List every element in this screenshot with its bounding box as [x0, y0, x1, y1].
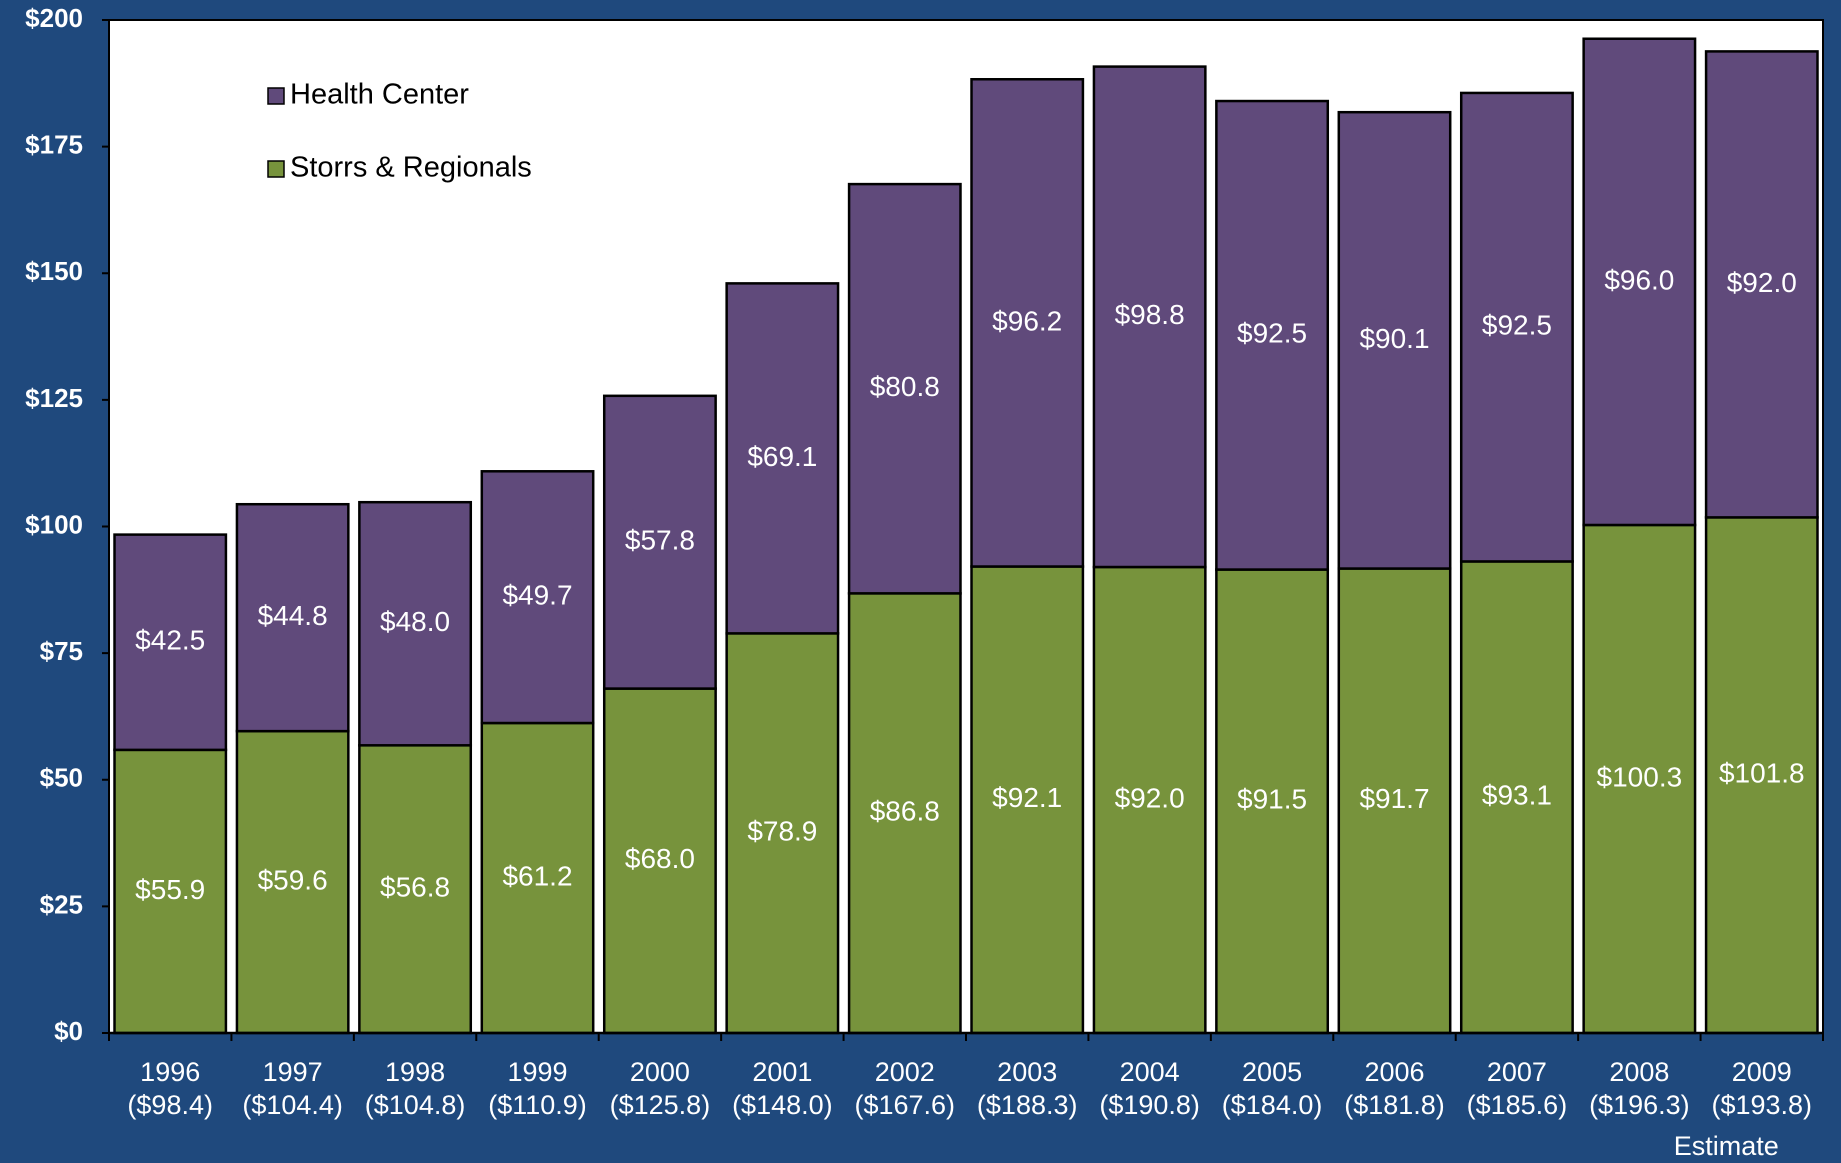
y-tick-label: $50 — [40, 763, 83, 793]
y-tick-label: $200 — [25, 3, 83, 33]
bar-segment — [1459, 91, 1574, 563]
value-label: $96.0 — [1604, 264, 1674, 295]
value-label: $91.7 — [1359, 783, 1429, 814]
x-tick-sublabel: ($190.8) — [1099, 1090, 1200, 1120]
y-tick-label: $100 — [25, 509, 83, 539]
x-tick-label: 1998 — [385, 1057, 445, 1087]
bar-segment — [725, 632, 840, 1035]
bar-segment — [235, 502, 350, 733]
x-tick-label: 2006 — [1364, 1057, 1424, 1087]
bar-segment — [1215, 568, 1330, 1035]
x-tick-label: 2000 — [630, 1057, 690, 1087]
bar-segment — [1092, 65, 1207, 569]
y-tick-label: $175 — [25, 130, 83, 160]
bar-segment — [725, 282, 840, 635]
value-label: $86.8 — [870, 796, 940, 827]
x-tick-sublabel: ($188.3) — [977, 1090, 1078, 1120]
bar-segment — [1337, 110, 1452, 570]
value-label: $96.2 — [992, 305, 1062, 336]
bar-segment — [1459, 560, 1574, 1035]
value-label: $93.1 — [1482, 780, 1552, 811]
value-label: $44.8 — [258, 600, 328, 631]
y-tick-label: $0 — [54, 1016, 83, 1046]
value-label: $101.8 — [1719, 758, 1805, 789]
value-label: $68.0 — [625, 843, 695, 874]
value-label: $78.9 — [747, 816, 817, 847]
legend-swatch — [267, 160, 285, 178]
legend-swatch — [267, 87, 285, 105]
value-label: $92.0 — [1727, 267, 1797, 298]
y-tick-label: $125 — [25, 383, 83, 413]
x-tick-label: 2004 — [1120, 1057, 1180, 1087]
value-label: $98.8 — [1115, 299, 1185, 330]
y-tick-label: $150 — [25, 256, 83, 286]
value-label: $92.0 — [1115, 782, 1185, 813]
bar-segment — [970, 78, 1085, 568]
bar-segment — [480, 470, 595, 725]
value-label: $69.1 — [747, 441, 817, 472]
x-tick-label: 1996 — [140, 1057, 200, 1087]
value-label: $42.5 — [135, 625, 205, 656]
x-tick-sublabel: ($125.8) — [610, 1090, 711, 1120]
x-tick-sublabel: ($181.8) — [1344, 1090, 1445, 1120]
x-tick-label: 2002 — [875, 1057, 935, 1087]
value-label: $90.1 — [1359, 323, 1429, 354]
value-label: $48.0 — [380, 606, 450, 637]
bar-segment — [847, 182, 962, 595]
x-tick-label: 2005 — [1242, 1057, 1302, 1087]
value-label: $100.3 — [1597, 761, 1683, 792]
bar-segment — [1092, 565, 1207, 1035]
x-tick-sublabel: ($98.4) — [127, 1090, 213, 1120]
value-label: $59.6 — [258, 864, 328, 895]
bar-segment — [1337, 567, 1452, 1035]
value-label: $55.9 — [135, 874, 205, 905]
x-tick-label: 2001 — [752, 1057, 812, 1087]
bar-segment — [1215, 99, 1330, 571]
bar-segment — [970, 565, 1085, 1035]
value-label: $91.5 — [1237, 784, 1307, 815]
bar-segment — [113, 533, 228, 752]
x-tick-sublabel: ($184.0) — [1222, 1090, 1323, 1120]
bar-segment — [1582, 523, 1697, 1035]
bar-segment — [480, 721, 595, 1035]
x-tick-sublabel: ($185.6) — [1467, 1090, 1568, 1120]
x-tick-label: 1999 — [507, 1057, 567, 1087]
x-tick-label: 2008 — [1609, 1057, 1669, 1087]
x-tick-label: 2003 — [997, 1057, 1057, 1087]
bar-segment — [1704, 516, 1819, 1035]
x-tick-sublabel: ($148.0) — [732, 1090, 833, 1120]
x-tick-sublabel: ($104.8) — [365, 1090, 466, 1120]
y-tick-label: $75 — [40, 636, 83, 666]
x-tick-sublabel: ($167.6) — [854, 1090, 955, 1120]
value-label: $92.5 — [1237, 318, 1307, 349]
x-tick-label: 2007 — [1487, 1057, 1547, 1087]
value-label: $61.2 — [502, 860, 572, 891]
annotation: Estimate — [1674, 1131, 1779, 1161]
x-tick-label: 2009 — [1732, 1057, 1792, 1087]
y-tick-label: $25 — [40, 889, 83, 919]
x-tick-sublabel: ($110.9) — [488, 1090, 587, 1120]
x-tick-label: 1997 — [263, 1057, 323, 1087]
legend-label: Health Center — [290, 79, 469, 111]
bar-segment — [358, 500, 473, 747]
x-tick-sublabel: ($196.3) — [1589, 1090, 1690, 1120]
value-label: $80.8 — [870, 371, 940, 402]
value-label: $49.7 — [502, 580, 572, 611]
value-label: $56.8 — [380, 872, 450, 903]
value-label: $92.1 — [992, 782, 1062, 813]
x-tick-sublabel: ($193.8) — [1711, 1090, 1812, 1120]
value-label: $57.8 — [625, 525, 695, 556]
bar-segment — [602, 687, 717, 1035]
x-tick-sublabel: ($104.4) — [242, 1090, 343, 1120]
legend-label: Storrs & Regionals — [290, 152, 532, 184]
value-label: $92.5 — [1482, 310, 1552, 341]
bar-segment — [1704, 50, 1819, 519]
bar-segment — [1582, 37, 1697, 527]
bar-segment — [602, 394, 717, 690]
